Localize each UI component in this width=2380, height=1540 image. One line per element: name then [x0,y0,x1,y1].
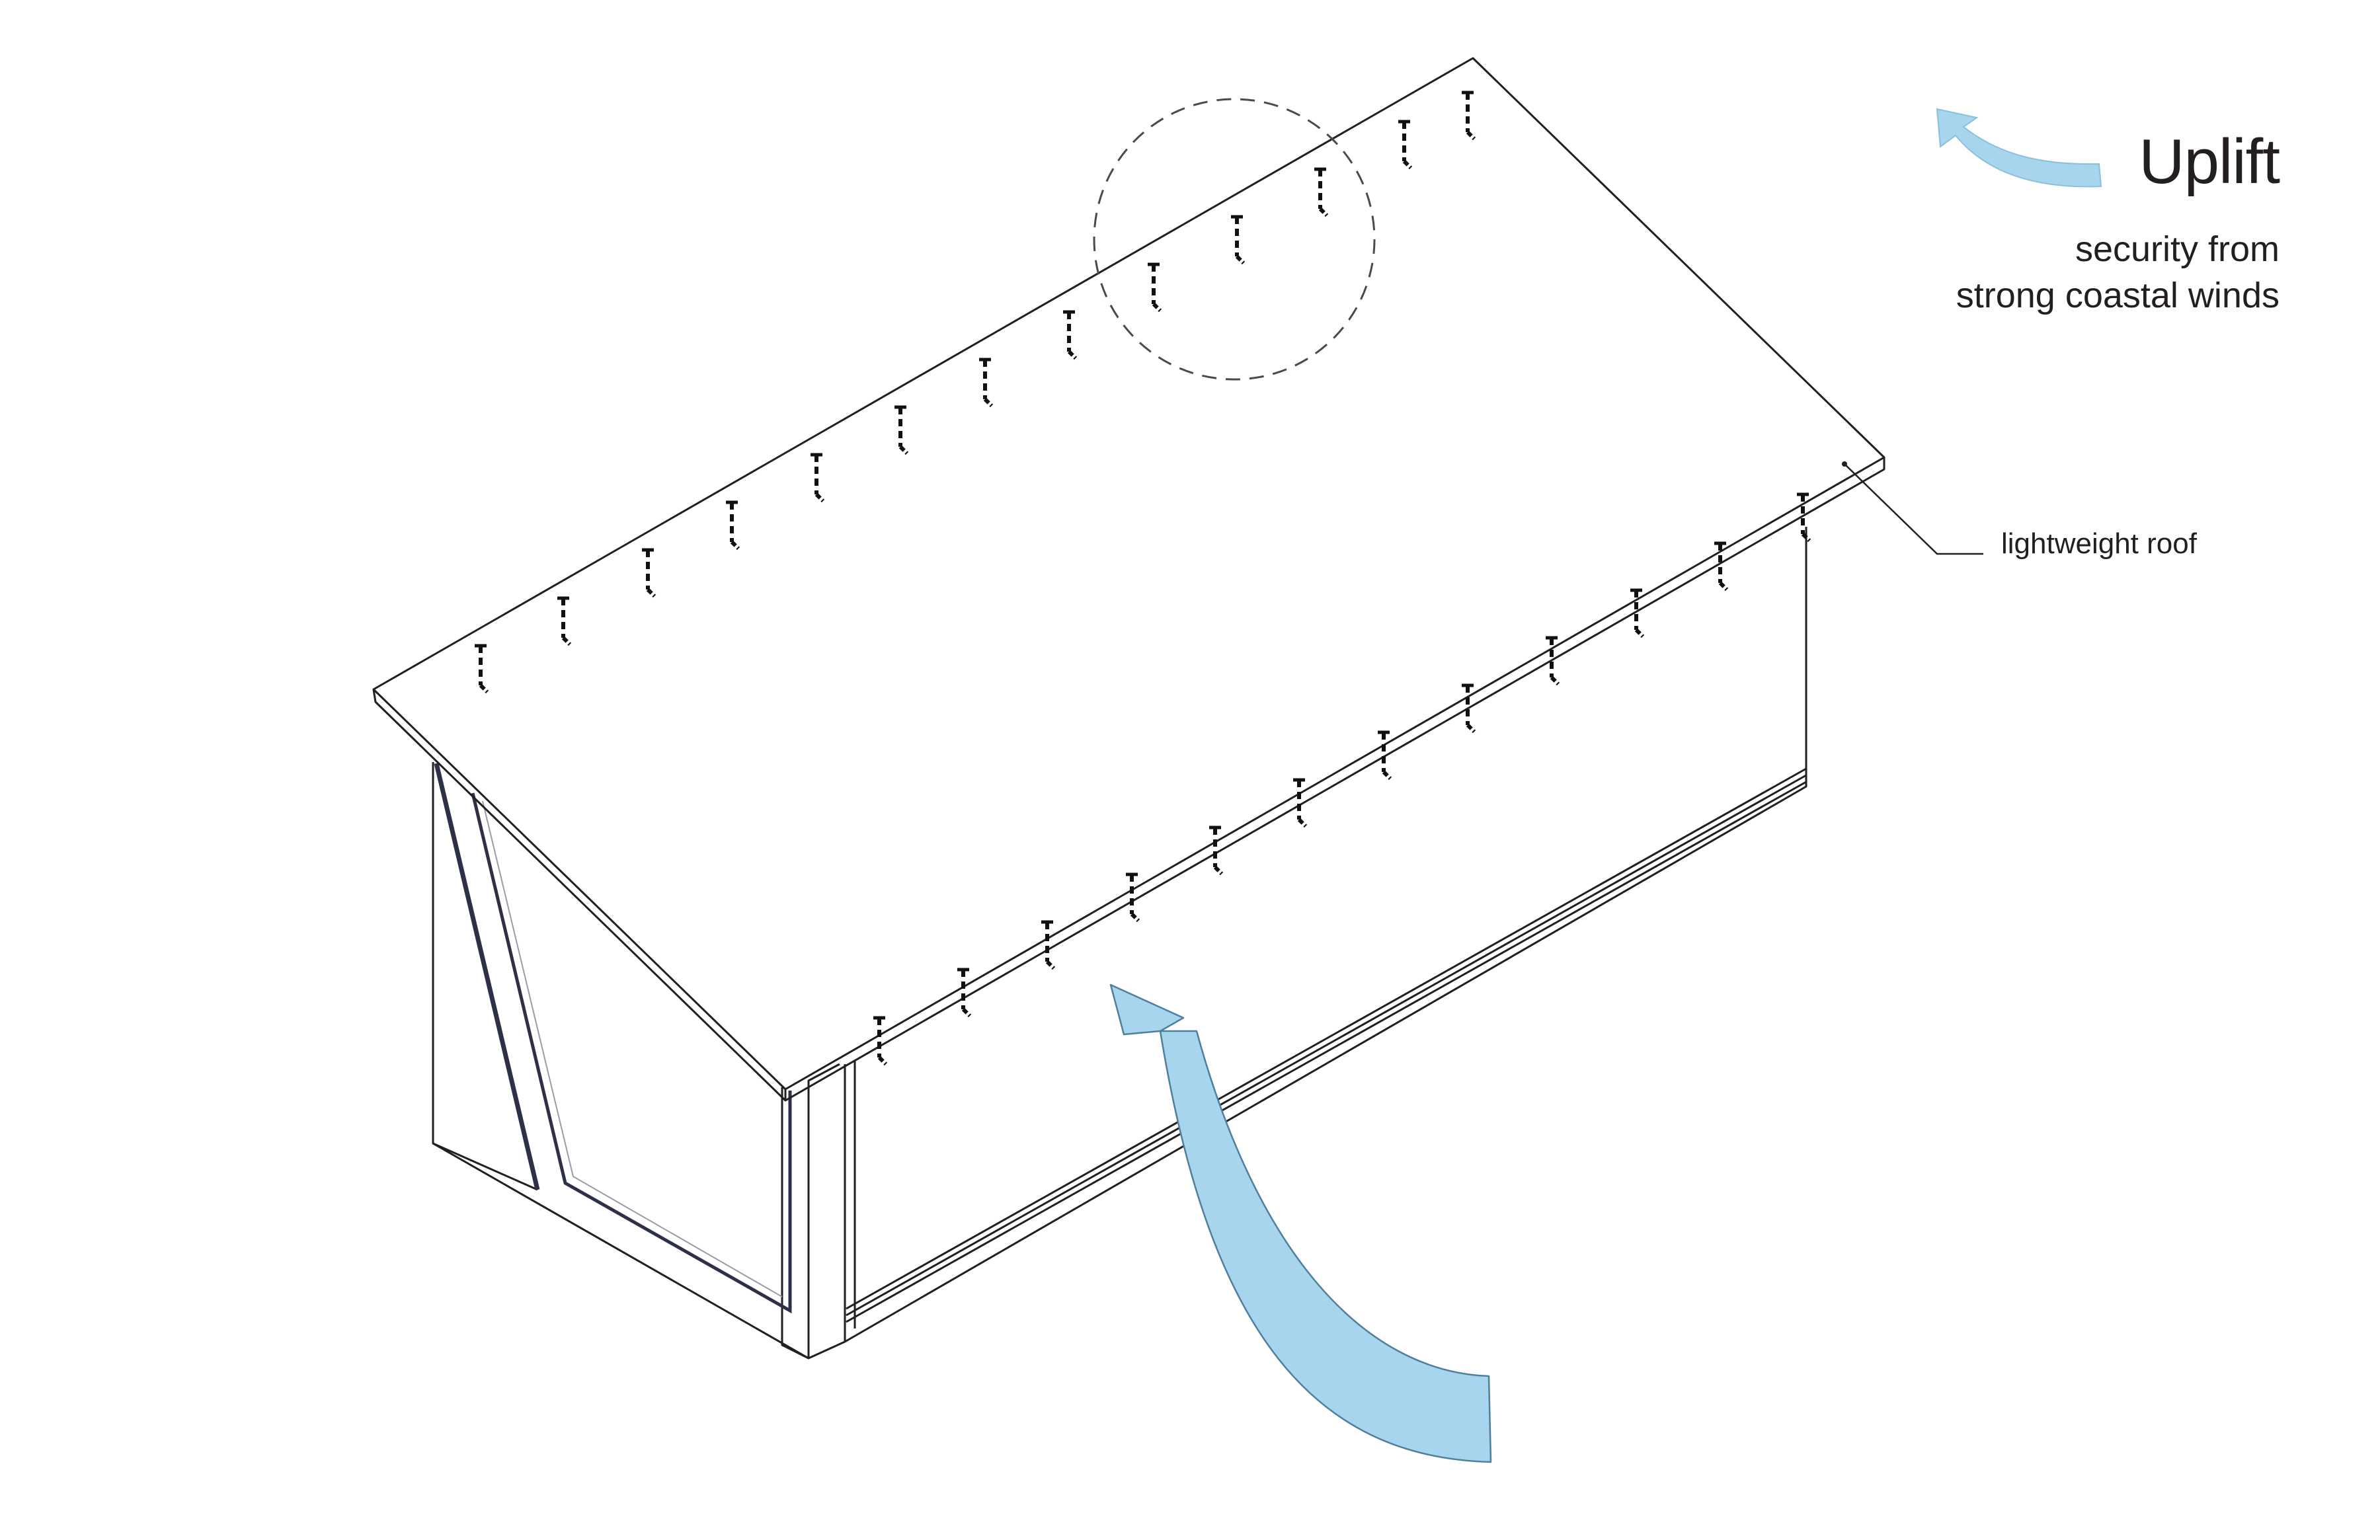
legend-arrow-icon [1936,108,2102,188]
roof [372,57,1885,1102]
subtitle-line-2: strong coastal winds [1956,276,2280,315]
building-walls [432,527,1807,1360]
callout-dot [1842,461,1847,467]
detail-circle [1093,98,1376,381]
subtitle-line-1: security from [2075,229,2280,269]
roof-callout-label: lightweight roof [2001,527,2197,560]
uplift-arrow-body-icon [1109,983,1492,1463]
callout-leader [1844,463,1983,555]
end-window [434,763,792,1314]
diagram-title: Uplift [2139,126,2280,197]
diagram-subtitle: security from strong coastal winds [1956,226,2280,319]
